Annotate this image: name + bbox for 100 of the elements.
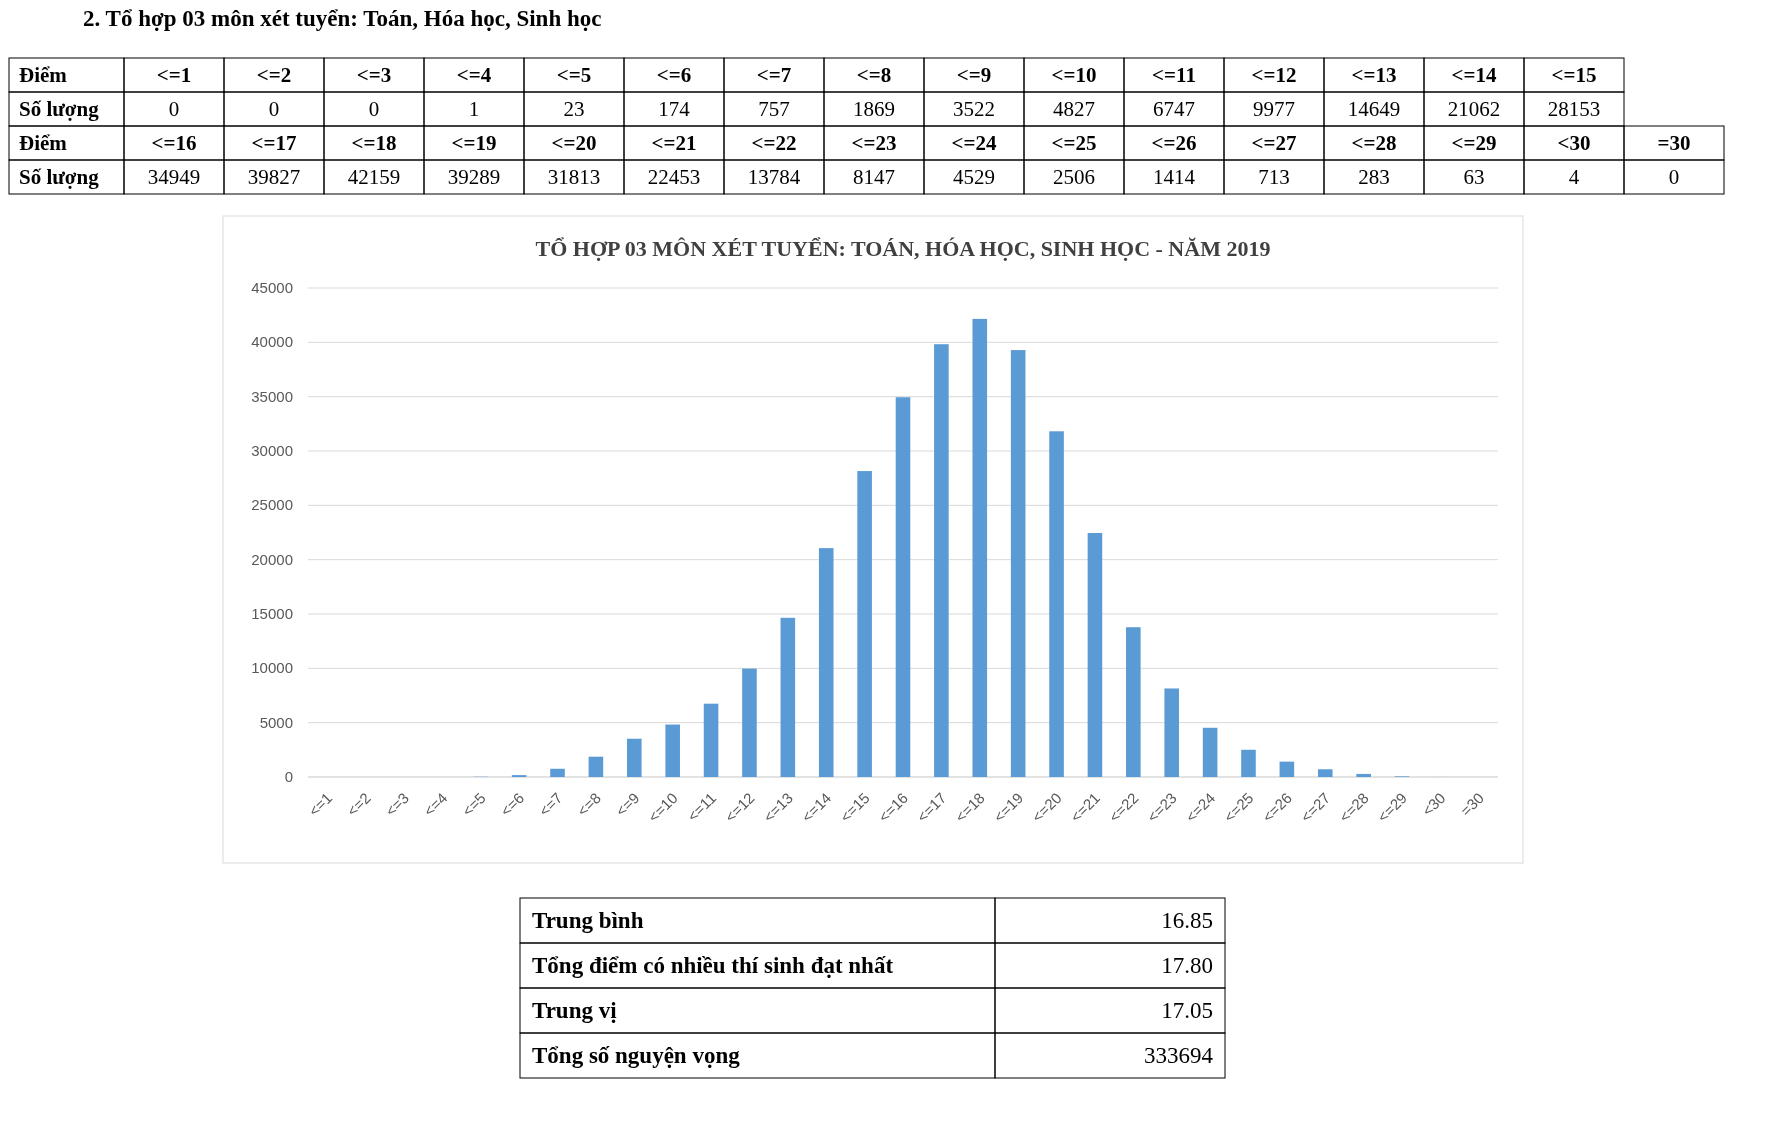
text: <=13 <box>1351 63 1397 87</box>
text: <=20 <box>551 131 597 155</box>
text: <=24 <box>951 131 997 155</box>
text: Trung bình <box>532 908 644 933</box>
text: 3522 <box>953 97 995 121</box>
text: 2506 <box>1053 165 1095 189</box>
text: 23 <box>563 97 585 121</box>
text: 17.80 <box>1161 953 1213 978</box>
bar <box>588 756 604 777</box>
y-tick-label: 15000 <box>251 605 293 622</box>
x-tick-label: <=11 <box>683 789 720 825</box>
text: <=18 <box>351 131 397 155</box>
x-tick-label: <30 <box>1418 789 1449 820</box>
bar <box>1010 350 1026 777</box>
bar <box>1164 688 1180 777</box>
text: =30 <box>1657 131 1691 155</box>
text: 34949 <box>147 165 201 189</box>
x-tick-label: <=4 <box>420 789 451 820</box>
text: <=5 <box>556 63 592 87</box>
bar <box>934 344 949 777</box>
x-tick-label: <=6 <box>496 789 528 820</box>
text: 6747 <box>1153 97 1195 121</box>
text: Điểm <box>19 63 68 87</box>
text: <=27 <box>1251 131 1297 155</box>
text: Tổng số nguyện vọng <box>532 1043 741 1068</box>
text: <=17 <box>251 131 297 155</box>
x-tick-label: =30 <box>1456 789 1487 820</box>
text: 0 <box>168 97 180 121</box>
text: 31813 <box>547 165 601 189</box>
text: 283 <box>1358 165 1390 189</box>
bar <box>1049 431 1064 777</box>
text: <=1 <box>156 63 192 87</box>
text: 757 <box>758 97 790 121</box>
x-tick-label: <=1 <box>305 789 336 820</box>
bar <box>550 768 565 777</box>
text: 4827 <box>1053 97 1095 121</box>
text: <=23 <box>851 131 897 155</box>
text: 8147 <box>853 165 895 189</box>
bar <box>1087 533 1103 777</box>
text: <=9 <box>956 63 992 87</box>
text: Trung vị <box>532 998 618 1023</box>
x-tick-label: <=9 <box>612 789 643 820</box>
y-tick-label: 10000 <box>251 659 293 677</box>
text: 1414 <box>1153 165 1196 189</box>
text: 333694 <box>1144 1043 1214 1068</box>
text: 63 <box>1463 165 1485 189</box>
text: 9977 <box>1253 97 1295 121</box>
y-tick-label: 5000 <box>259 713 293 731</box>
text: <=3 <box>356 63 392 87</box>
text: <=2 <box>256 63 292 87</box>
text: <=11 <box>1152 63 1196 87</box>
x-tick-label: <=7 <box>535 789 566 820</box>
text: 1869 <box>853 97 895 121</box>
bar <box>1279 761 1295 777</box>
y-tick-label: 40000 <box>251 333 293 351</box>
text: 1 <box>468 97 480 121</box>
x-tick-label: <=5 <box>458 789 489 820</box>
text: Số lượng <box>19 97 100 121</box>
text: 42159 <box>347 165 401 189</box>
text: <=16 <box>151 131 197 155</box>
bar <box>703 703 719 777</box>
text: <30 <box>1557 131 1591 155</box>
text: <=21 <box>651 131 697 155</box>
text: 28153 <box>1547 97 1601 121</box>
text: <=6 <box>656 63 692 87</box>
text: 13784 <box>747 165 801 189</box>
text: <=19 <box>451 131 497 155</box>
text: <=29 <box>1451 131 1497 155</box>
text: 17.05 <box>1161 998 1213 1023</box>
text: 4 <box>1568 165 1580 189</box>
y-tick-label: 20000 <box>251 550 293 568</box>
text: Điểm <box>19 131 68 155</box>
text: 0 <box>368 97 380 121</box>
bar <box>627 738 642 777</box>
y-tick-label: 45000 <box>251 279 293 296</box>
text: Tổng điểm có nhiều thí sinh đạt nhất <box>532 953 894 978</box>
text: 16.85 <box>1161 908 1213 933</box>
text: 713 <box>1258 165 1290 189</box>
bar <box>1126 627 1141 777</box>
y-tick-label: 35000 <box>251 387 293 405</box>
bar <box>780 617 796 777</box>
text: 2. Tổ hợp 03 môn xét tuyển: Toán, Hóa học, Sinh học <box>83 6 602 31</box>
bar <box>972 318 988 777</box>
text: 22453 <box>647 165 701 189</box>
bar <box>1356 773 1371 777</box>
text: Số lượng <box>19 165 100 189</box>
text: 174 <box>658 97 691 121</box>
y-tick-label: 30000 <box>251 442 293 459</box>
x-tick-label: <=3 <box>381 789 413 820</box>
text: <=25 <box>1051 131 1097 155</box>
bar <box>742 668 757 777</box>
text: <=14 <box>1451 63 1497 87</box>
bar <box>1241 749 1256 777</box>
text: <=26 <box>1151 131 1197 155</box>
bar <box>665 724 680 777</box>
text: 39827 <box>247 165 301 189</box>
text: <=8 <box>856 63 892 87</box>
text: <=22 <box>751 131 797 155</box>
y-tick-label: 25000 <box>251 496 293 514</box>
text: 14649 <box>1347 97 1401 121</box>
